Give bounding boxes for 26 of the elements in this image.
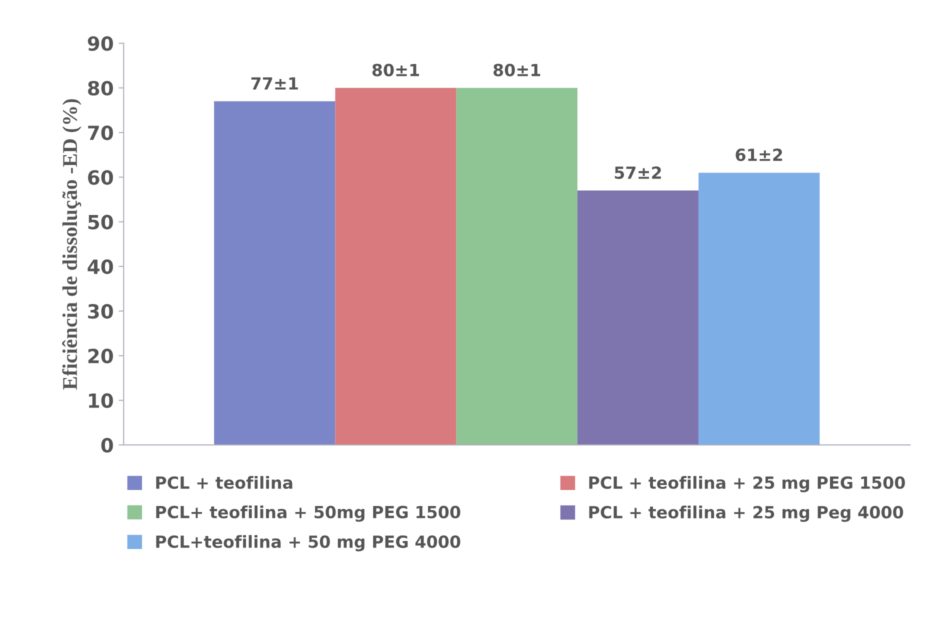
y-tick-label: 0 <box>101 438 113 453</box>
data-label: 80±1 <box>372 64 419 76</box>
y-tick-label: 70 <box>88 125 113 140</box>
y-tick-label: 60 <box>88 170 113 185</box>
data-label: 80±1 <box>494 64 540 76</box>
y-axis-title: Eficiência de dissolução -ED (%) <box>62 99 82 390</box>
legend-label: PCL+ teofilina + 50mg PEG 1500 <box>156 505 460 522</box>
data-label: 77±1 <box>251 77 298 90</box>
bar <box>577 190 699 445</box>
y-tick-label: 30 <box>88 304 113 319</box>
y-tick-label: 50 <box>88 214 113 230</box>
legend-label: PCL+teofilina + 50 mg PEG 4000 <box>156 535 460 552</box>
y-tick-label: 90 <box>88 36 113 51</box>
y-tick-label: 10 <box>89 393 113 408</box>
bar <box>214 101 336 445</box>
y-tick-label: 20 <box>88 348 113 364</box>
bar <box>698 172 820 445</box>
y-tick-label: 80 <box>88 80 113 96</box>
legend-label: PCL + teofilina <box>156 476 292 489</box>
bar <box>456 88 578 445</box>
data-label: 61±2 <box>736 148 782 162</box>
legend-label: PCL + teofilina + 25 mg Peg 4000 <box>589 506 904 522</box>
data-label: 57±2 <box>614 166 661 179</box>
legend-label: PCL + teofilina + 25 mg PEG 1500 <box>589 476 905 492</box>
y-tick-label: 40 <box>88 259 113 274</box>
bar <box>335 88 456 445</box>
